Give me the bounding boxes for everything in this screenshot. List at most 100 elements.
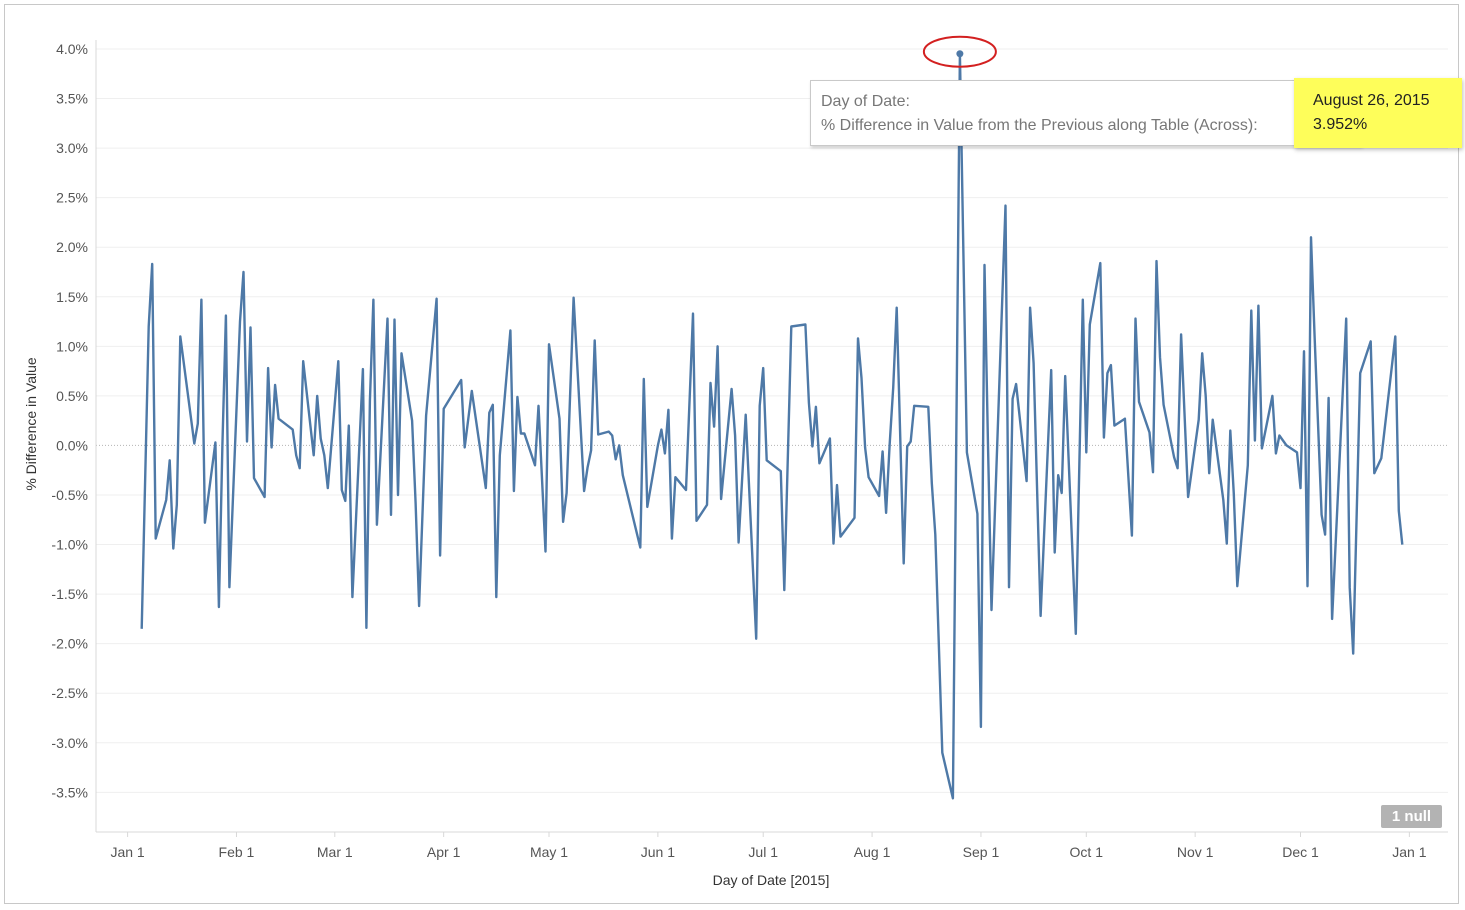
data-point[interactable] [360, 366, 366, 372]
data-point[interactable] [511, 488, 517, 494]
data-point[interactable] [434, 296, 440, 302]
data-point[interactable] [195, 421, 201, 427]
data-point[interactable] [370, 297, 376, 303]
data-point[interactable] [778, 468, 784, 474]
data-point[interactable] [1322, 532, 1328, 538]
data-point[interactable] [729, 386, 735, 392]
data-point[interactable] [1301, 348, 1307, 354]
data-point[interactable] [269, 444, 275, 450]
data-point[interactable] [813, 404, 819, 410]
data-point[interactable] [560, 519, 566, 525]
data-point[interactable] [890, 385, 896, 391]
data-point[interactable] [1392, 333, 1398, 339]
data-point[interactable] [690, 311, 696, 317]
data-point[interactable] [1062, 373, 1068, 379]
data-point[interactable] [1378, 455, 1384, 461]
data-point[interactable] [1104, 370, 1110, 376]
data-point[interactable] [1185, 494, 1191, 500]
data-point[interactable] [672, 474, 678, 480]
data-point[interactable] [507, 328, 513, 334]
data-point[interactable] [1203, 393, 1209, 399]
data-point[interactable] [514, 394, 520, 400]
data-point[interactable] [1269, 393, 1275, 399]
data-point[interactable] [202, 520, 208, 526]
data-point[interactable] [1196, 417, 1202, 423]
data-point[interactable] [929, 480, 935, 486]
data-point[interactable] [244, 439, 250, 445]
data-point[interactable] [497, 452, 503, 458]
data-point[interactable] [416, 603, 422, 609]
data-point[interactable] [300, 358, 306, 364]
data-point[interactable] [490, 402, 496, 408]
data-point[interactable] [1298, 485, 1304, 491]
data-point[interactable] [437, 553, 443, 559]
data-point[interactable] [901, 560, 907, 566]
data-point[interactable] [753, 636, 759, 642]
data-point[interactable] [662, 450, 668, 456]
data-point[interactable] [1003, 203, 1009, 209]
data-point[interactable] [349, 594, 355, 600]
data-point[interactable] [1087, 322, 1093, 328]
data-point[interactable] [248, 325, 254, 331]
data-point[interactable] [669, 536, 675, 542]
data-point[interactable] [806, 400, 812, 406]
data-point[interactable] [1255, 303, 1261, 309]
data-point[interactable] [855, 335, 861, 341]
data-point[interactable] [1122, 416, 1128, 422]
data-point[interactable] [163, 497, 169, 503]
data-point[interactable] [1305, 583, 1311, 589]
data-point[interactable] [637, 545, 643, 551]
data-point[interactable] [177, 333, 183, 339]
data-point[interactable] [265, 365, 271, 371]
data-point[interactable] [458, 377, 464, 383]
data-point[interactable] [1312, 333, 1318, 339]
data-point[interactable] [683, 487, 689, 493]
data-point[interactable] [760, 365, 766, 371]
data-point[interactable] [557, 416, 563, 422]
data-point[interactable] [1161, 402, 1167, 408]
data-point[interactable] [732, 433, 738, 439]
data-point[interactable] [658, 427, 664, 433]
data-point[interactable] [834, 482, 840, 488]
data-point[interactable] [314, 393, 320, 399]
data-point[interactable] [241, 269, 247, 275]
data-point[interactable] [216, 604, 222, 610]
data-point[interactable] [226, 584, 232, 590]
data-point[interactable] [388, 512, 394, 518]
data-point[interactable] [827, 436, 833, 442]
data-point[interactable] [588, 447, 594, 453]
data-point[interactable] [982, 262, 988, 268]
data-point[interactable] [1276, 433, 1282, 439]
data-point[interactable] [392, 317, 398, 323]
data-point[interactable] [1111, 423, 1117, 429]
data-point[interactable] [1129, 533, 1135, 539]
data-point[interactable] [543, 549, 549, 555]
data-point[interactable] [1101, 435, 1107, 441]
data-point[interactable] [883, 510, 889, 516]
data-point[interactable] [838, 534, 844, 540]
data-point[interactable] [620, 472, 626, 478]
data-point[interactable] [409, 418, 415, 424]
data-point[interactable] [595, 432, 601, 438]
data-point[interactable] [581, 488, 587, 494]
data-point[interactable] [1083, 449, 1089, 455]
data-point[interactable] [564, 490, 570, 496]
data-point[interactable] [932, 532, 938, 538]
data-point[interactable] [395, 492, 401, 498]
data-point[interactable] [469, 388, 475, 394]
data-point[interactable] [1157, 354, 1163, 360]
data-point[interactable] [816, 460, 822, 466]
data-point[interactable] [1147, 430, 1153, 436]
data-point[interactable] [167, 457, 173, 463]
data-point[interactable] [1080, 297, 1086, 303]
data-point[interactable] [985, 442, 991, 448]
data-point[interactable] [939, 750, 945, 756]
data-point[interactable] [1027, 305, 1033, 311]
data-point[interactable] [272, 382, 278, 388]
data-point[interactable] [1133, 316, 1139, 322]
data-point[interactable] [1329, 616, 1335, 622]
data-point[interactable] [146, 324, 152, 330]
data-point[interactable] [546, 341, 552, 347]
data-point[interactable] [483, 485, 489, 491]
data-point[interactable] [1024, 478, 1030, 484]
